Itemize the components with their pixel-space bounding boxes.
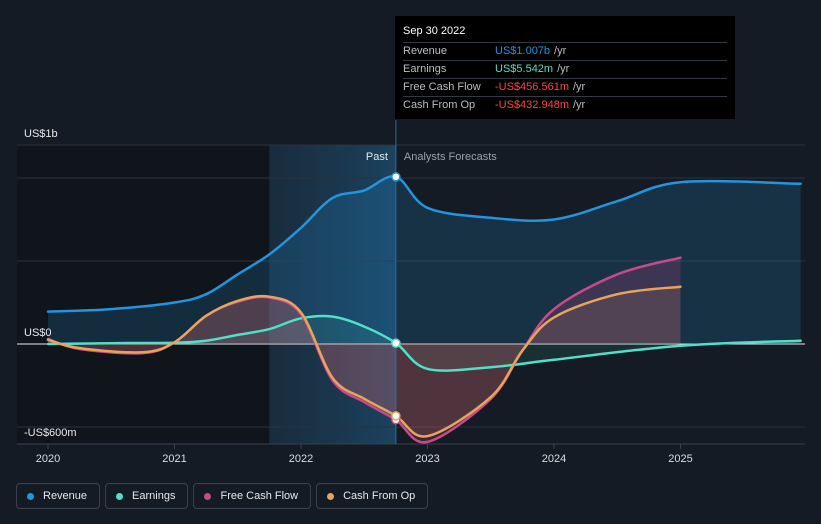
- line-earnings: [46, 314, 802, 372]
- series-lines: [46, 175, 802, 444]
- area-cash-from-op: [48, 286, 681, 437]
- legend-item-earnings[interactable]: Earnings: [105, 483, 189, 509]
- x-tick-label: 2021: [162, 453, 186, 465]
- data-tooltip: Sep 30 2022 Revenue US$1.007b/yr Earnings U…: [395, 16, 735, 119]
- past-highlight-shade: [269, 145, 396, 444]
- tooltip-row-label: Revenue: [403, 45, 448, 57]
- legend-item-revenue[interactable]: Revenue: [16, 483, 101, 509]
- forecast-label: Analysts Forecasts: [404, 151, 497, 163]
- past-label: Past: [366, 151, 388, 163]
- area-free-cash-flow: [48, 257, 681, 443]
- legend-dot-icon: [27, 492, 34, 500]
- legend-label: Earnings: [132, 490, 176, 502]
- tooltip-row-value: -US$432.948m: [495, 99, 569, 111]
- area-earnings: [48, 315, 801, 371]
- line-cash-from-op: [46, 285, 682, 438]
- early-past-background: [17, 145, 269, 444]
- tooltip-row: Free Cash Flow -US$456.561m/yr: [403, 79, 727, 97]
- legend-label: Free Cash Flow: [220, 490, 299, 502]
- y-label-zero: US$0: [24, 327, 52, 339]
- tooltip-row-unit: /yr: [573, 99, 586, 111]
- tooltip-row-label: Cash From Op: [403, 99, 476, 111]
- tooltip-row-value: US$5.542m: [495, 63, 554, 75]
- tooltip-row-value: -US$456.561m: [495, 81, 569, 93]
- legend-label: Revenue: [43, 490, 88, 502]
- tooltip-date: Sep 30 2022: [403, 22, 727, 43]
- legend-item-free-cash-flow[interactable]: Free Cash Flow: [193, 483, 312, 509]
- tooltip-row-unit: /yr: [554, 45, 567, 57]
- financial-chart: Past Analysts Forecasts US$1b US$0 -US$6…: [17, 120, 805, 465]
- x-tick-label: 2022: [289, 453, 313, 465]
- x-axis-ticks: 2020 2021 2022 2023 2024 2025: [36, 444, 693, 465]
- tooltip-row-label: Earnings: [403, 63, 447, 75]
- y-label-top: US$1b: [24, 128, 58, 140]
- x-tick-label: 2020: [36, 453, 60, 465]
- legend-label: Cash From Op: [343, 490, 416, 502]
- tooltip-row-unit: /yr: [557, 63, 570, 75]
- x-tick-label: 2023: [415, 453, 439, 465]
- tooltip-row: Revenue US$1.007b/yr: [403, 43, 727, 61]
- legend-item-cash-from-op[interactable]: Cash From Op: [316, 483, 429, 509]
- marker-revenue: [391, 172, 401, 182]
- legend-dot-icon: [116, 492, 124, 500]
- legend-dot-icon: [204, 492, 212, 500]
- line-revenue: [46, 175, 802, 313]
- tooltip-row: Cash From Op -US$432.948m/yr: [403, 97, 727, 114]
- tooltip-row-value: US$1.007b: [495, 45, 551, 57]
- gridlines: [17, 144, 805, 445]
- legend-dot-icon: [327, 492, 335, 500]
- tooltip-row: Earnings US$5.542m/yr: [403, 61, 727, 79]
- x-tick-label: 2024: [542, 453, 566, 465]
- x-tick-label: 2025: [668, 453, 692, 465]
- tooltip-markers: [391, 172, 401, 425]
- marker-cash-from-op: [391, 411, 401, 421]
- tooltip-row-unit: /yr: [573, 81, 586, 93]
- y-label-bottom: -US$600m: [24, 427, 77, 439]
- chart-legend: Revenue Earnings Free Cash Flow Cash From O…: [16, 483, 429, 509]
- tooltip-row-label: Free Cash Flow: [403, 81, 481, 93]
- marker-earnings: [391, 338, 401, 348]
